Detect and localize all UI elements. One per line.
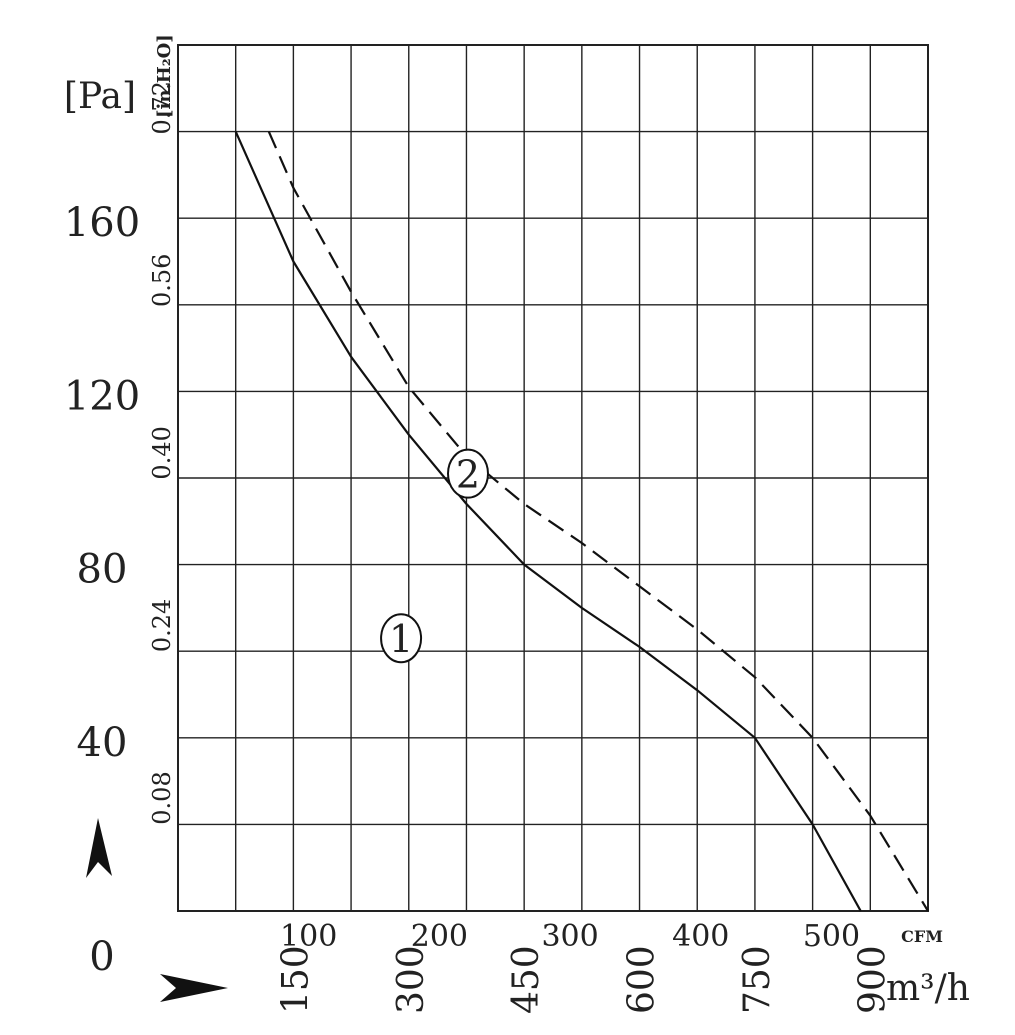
cfm-tick-label: 500 xyxy=(803,919,860,954)
curve-marker-label-2: 2 xyxy=(456,453,480,497)
m3h-tick-label: 750 xyxy=(737,945,778,1014)
inh2o-unit-label: [in.H₂O] xyxy=(154,34,175,118)
m3h-tick-label: 150 xyxy=(275,945,316,1014)
y-axis-arrow-icon xyxy=(86,818,112,878)
m3h-tick-label: 900 xyxy=(852,945,893,1014)
m3h-tick-label: 600 xyxy=(622,945,663,1014)
cfm-tick-label: 400 xyxy=(672,919,729,954)
cfm-tick-label: 300 xyxy=(541,919,598,954)
cfm-unit-label: CFM xyxy=(901,927,943,946)
chart-grid xyxy=(177,44,929,912)
chart-labels: 0 40 80 120 160 [Pa] 0.08 0.24 0.40 0.56 0.72[in.H… xyxy=(64,34,970,1014)
pa-tick-label: 160 xyxy=(64,200,140,246)
curve-marker-label-1: 1 xyxy=(389,617,413,661)
inh2o-tick-label: 0.08 xyxy=(148,771,176,824)
curve-2 xyxy=(267,131,929,912)
cfm-tick-label: 100 xyxy=(280,919,337,954)
pa-tick-label: 120 xyxy=(64,373,140,419)
m3h-unit-label: m³/h xyxy=(886,968,970,1009)
curve-marker-circle-1 xyxy=(380,613,423,664)
inh2o-tick-label: 0.40 xyxy=(148,426,176,479)
cfm-tick-label: 200 xyxy=(411,919,468,954)
pa-tick-label: 40 xyxy=(77,720,128,766)
pa-unit-label: [Pa] xyxy=(64,76,136,117)
m3h-tick-label: 300 xyxy=(391,945,432,1014)
curve-1 xyxy=(234,131,862,912)
chart-curves: 12 xyxy=(234,131,929,912)
inh2o-tick-label: 0.72 xyxy=(148,81,176,134)
curve-marker-circle-2 xyxy=(447,448,489,499)
pa-tick-label: 0 xyxy=(89,934,114,980)
inh2o-tick-label: 0.56 xyxy=(148,254,176,307)
m3h-tick-label: 450 xyxy=(506,945,547,1014)
inh2o-tick-label: 0.24 xyxy=(148,599,176,652)
pa-tick-label: 80 xyxy=(77,547,128,593)
x-axis-arrow-icon xyxy=(160,974,228,1002)
